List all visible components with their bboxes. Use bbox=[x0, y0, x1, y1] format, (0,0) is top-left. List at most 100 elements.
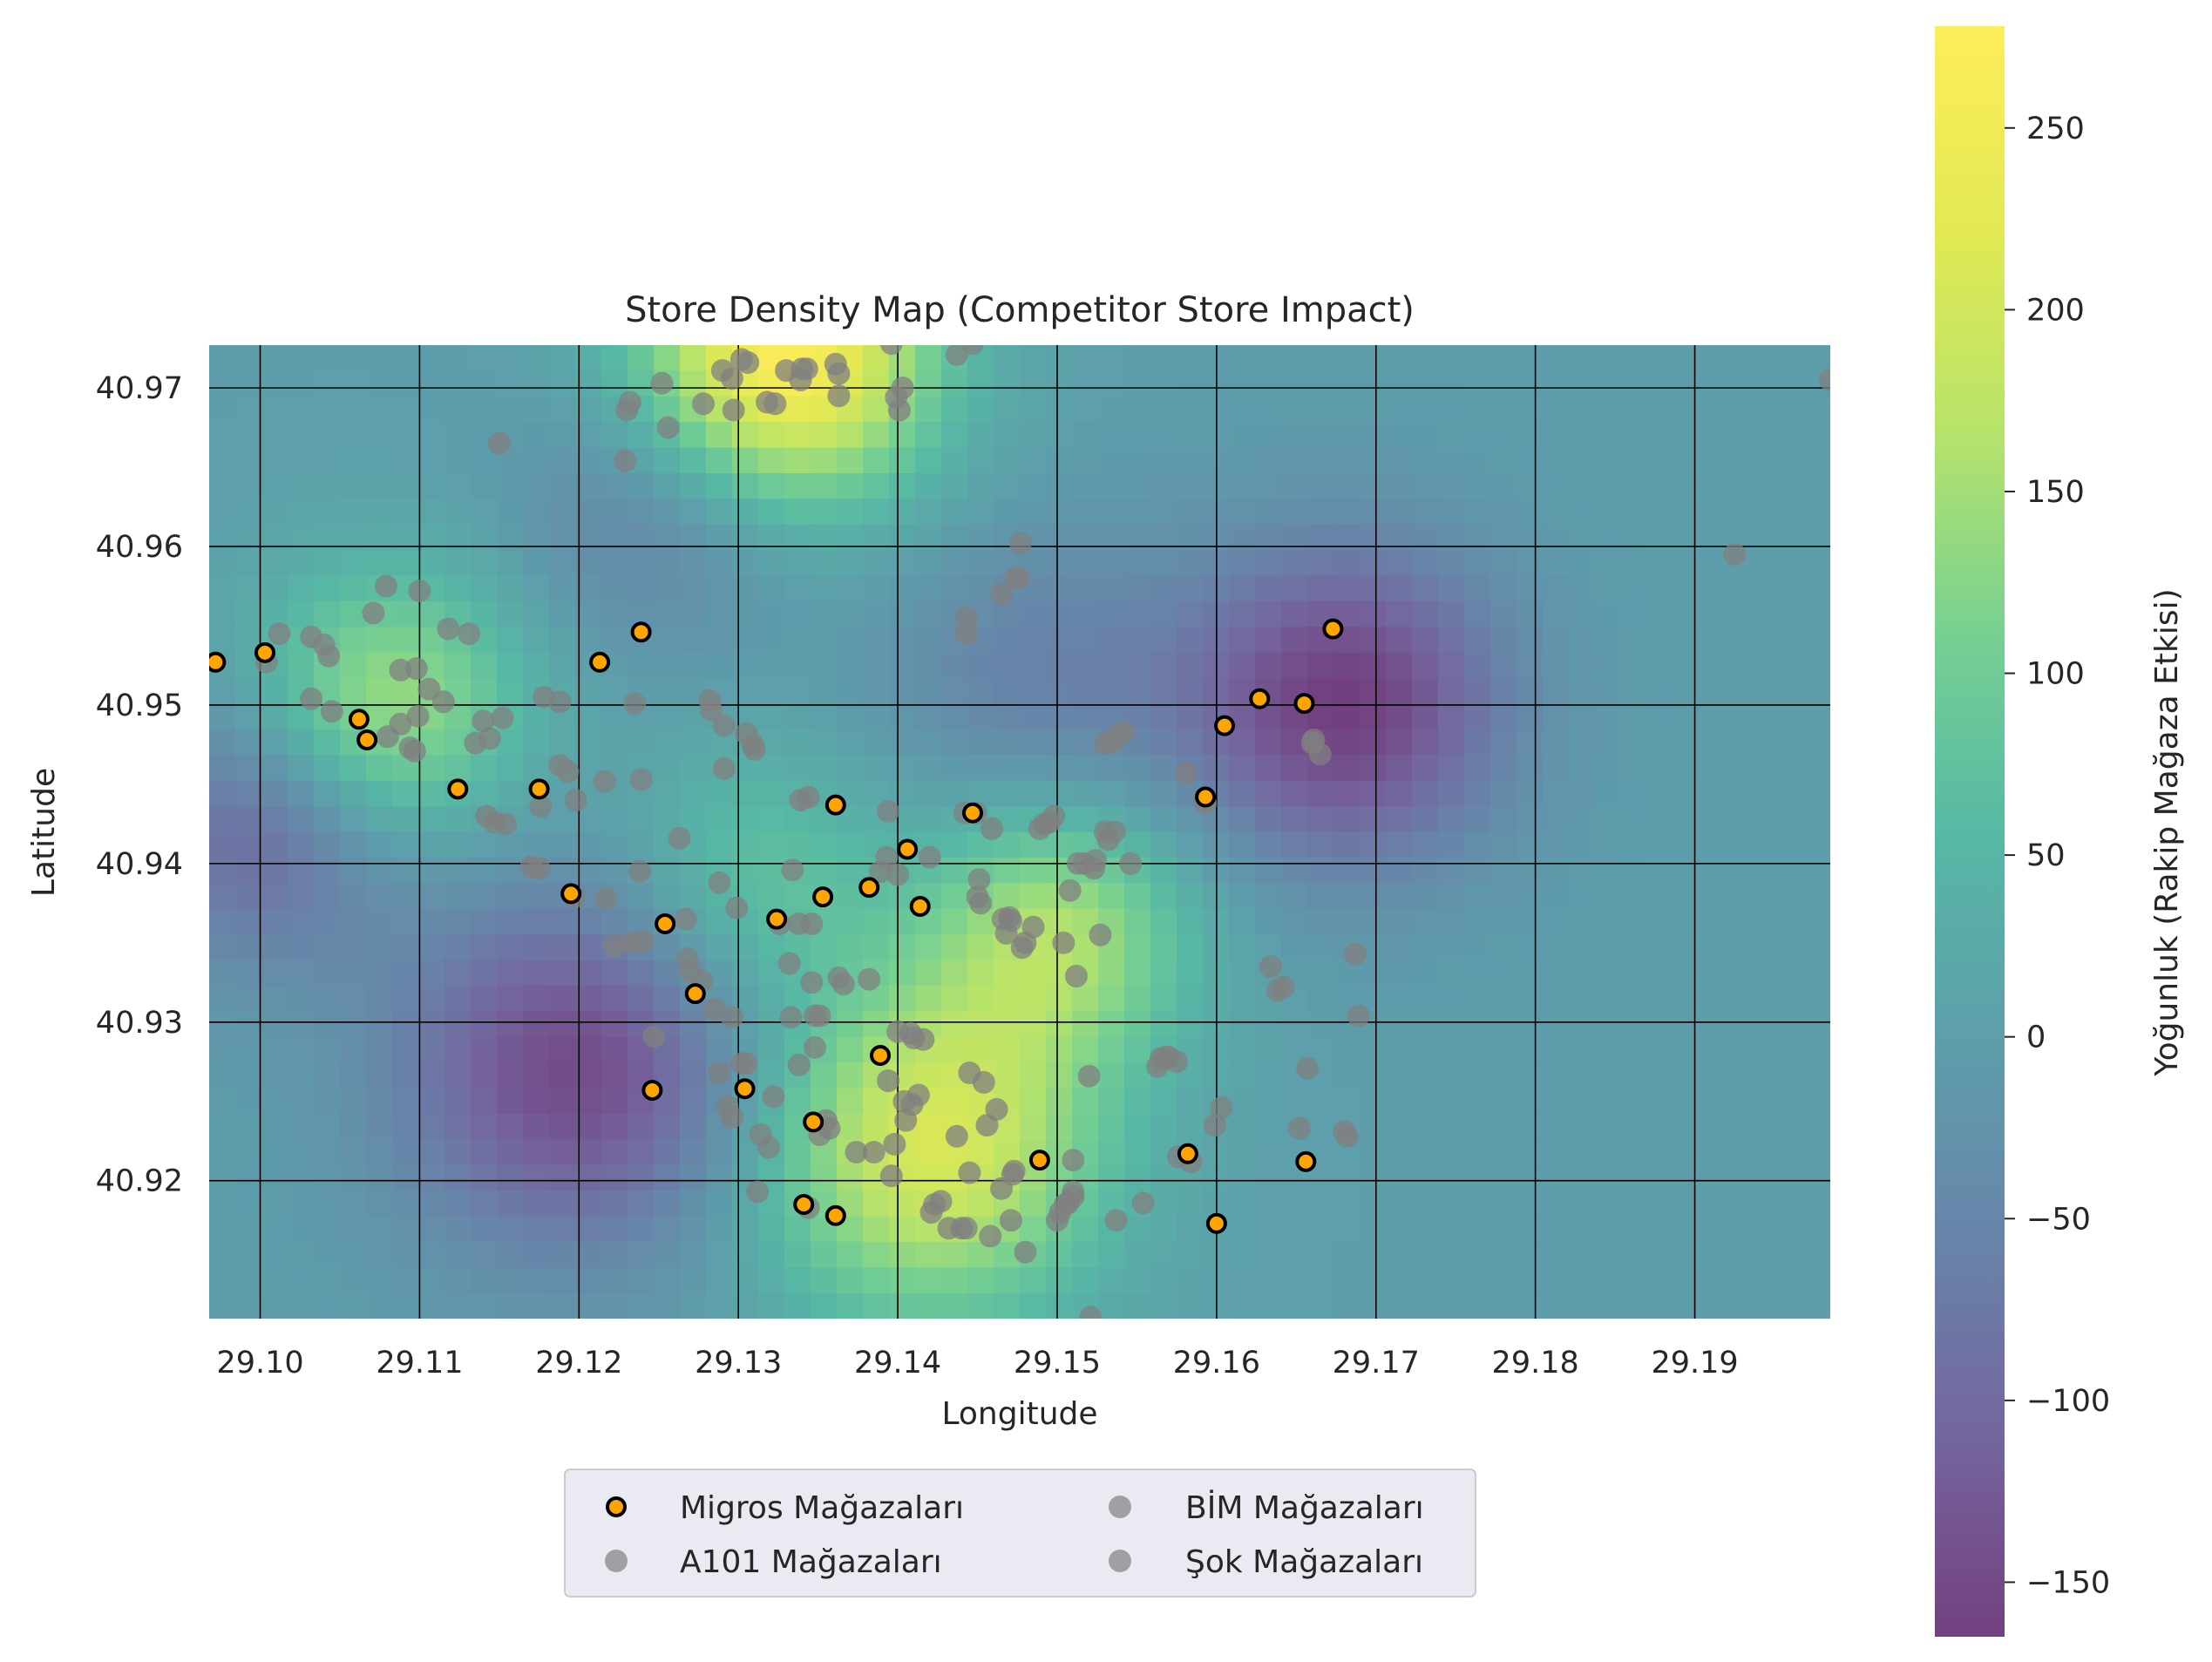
heatmap-cell bbox=[1464, 985, 1491, 1013]
heatmap-cell bbox=[601, 472, 628, 500]
heatmap-cell bbox=[784, 883, 811, 910]
heatmap-cell bbox=[1020, 1267, 1047, 1294]
heatmap-cell bbox=[680, 499, 707, 526]
heatmap-cell bbox=[889, 600, 916, 628]
heatmap-cell bbox=[1072, 422, 1099, 449]
heatmap-cell bbox=[1647, 780, 1674, 807]
heatmap-cell bbox=[1804, 1062, 1830, 1089]
heatmap-cell bbox=[549, 550, 576, 577]
heatmap-cell bbox=[1621, 806, 1648, 833]
heatmap-cell bbox=[811, 472, 838, 500]
heatmap-cell bbox=[1124, 1113, 1151, 1141]
heatmap-cell bbox=[392, 883, 419, 910]
heatmap-cell bbox=[1438, 1139, 1465, 1166]
heatmap-cell bbox=[1569, 396, 1596, 423]
heatmap-cell bbox=[1621, 396, 1648, 423]
heatmap-cell bbox=[523, 499, 550, 526]
heatmap-cell bbox=[941, 908, 968, 935]
heatmap-cell bbox=[575, 550, 602, 577]
heatmap-cell bbox=[1046, 1292, 1073, 1319]
heatmap-cell bbox=[758, 447, 785, 474]
heatmap-cell bbox=[1569, 1113, 1596, 1141]
heatmap-cell bbox=[1386, 345, 1413, 372]
heatmap-cell bbox=[471, 678, 498, 705]
heatmap-cell bbox=[1752, 780, 1779, 807]
heatmap-cell bbox=[1124, 1164, 1151, 1191]
heatmap-cell bbox=[523, 883, 550, 910]
heatmap-cell bbox=[1517, 1216, 1544, 1243]
migros-store-point bbox=[824, 794, 846, 816]
heatmap-cell bbox=[418, 370, 445, 397]
heatmap-cell bbox=[628, 806, 655, 833]
competitor-store-point bbox=[827, 362, 851, 385]
heatmap-cell bbox=[392, 370, 419, 397]
heatmap-cell bbox=[784, 472, 811, 500]
heatmap-cell bbox=[314, 499, 341, 526]
heatmap-cell bbox=[732, 1292, 759, 1319]
heatmap-cell bbox=[1700, 370, 1727, 397]
heatmap-cell bbox=[523, 472, 550, 500]
heatmap-cell bbox=[471, 396, 498, 423]
heatmap-cell bbox=[418, 1139, 445, 1166]
heatmap-cell bbox=[1255, 370, 1282, 397]
heatmap-cell bbox=[1752, 1216, 1779, 1243]
heatmap-cell bbox=[1752, 396, 1779, 423]
heatmap-cell bbox=[209, 422, 236, 449]
heatmap-cell bbox=[1464, 370, 1491, 397]
heatmap-cell bbox=[941, 831, 968, 858]
heatmap-cell bbox=[1046, 447, 1073, 474]
heatmap-cell bbox=[1177, 422, 1204, 449]
heatmap-cell bbox=[680, 883, 707, 910]
y-axis-label: Latitude bbox=[26, 768, 62, 897]
heatmap-cell bbox=[837, 1088, 864, 1115]
competitor-store-point bbox=[1347, 1004, 1370, 1028]
heatmap-cell bbox=[1229, 550, 1256, 577]
heatmap-cell bbox=[1177, 985, 1204, 1013]
heatmap-cell bbox=[784, 831, 811, 858]
heatmap-cell bbox=[1543, 472, 1570, 500]
heatmap-cell bbox=[863, 1241, 890, 1269]
colorbar-tick-label: −100 bbox=[2026, 1384, 2110, 1419]
heatmap-cell bbox=[340, 857, 367, 885]
heatmap-cell bbox=[471, 1036, 498, 1063]
heatmap-cell bbox=[235, 422, 262, 449]
heatmap-cell bbox=[1543, 908, 1570, 935]
heatmap-cell bbox=[1621, 1292, 1648, 1319]
heatmap-cell bbox=[1229, 908, 1256, 935]
heatmap-cell bbox=[863, 1267, 890, 1294]
heatmap-cell bbox=[209, 908, 236, 935]
heatmap-cell bbox=[1621, 703, 1648, 730]
heatmap-cell bbox=[1490, 703, 1517, 730]
heatmap-cell bbox=[1464, 627, 1491, 654]
heatmap-cell bbox=[235, 908, 262, 935]
heatmap-cell bbox=[314, 575, 341, 602]
heatmap-cell bbox=[471, 985, 498, 1013]
heatmap-cell bbox=[575, 1191, 602, 1218]
heatmap-cell bbox=[1386, 883, 1413, 910]
heatmap-cell bbox=[1804, 422, 1830, 449]
heatmap-cell bbox=[1543, 755, 1570, 782]
heatmap-cell bbox=[1333, 1164, 1360, 1191]
heatmap-cell bbox=[471, 1191, 498, 1218]
heatmap-cell bbox=[1046, 472, 1073, 500]
heatmap-cell bbox=[575, 857, 602, 885]
heatmap-cell bbox=[654, 1139, 681, 1166]
heatmap-cell bbox=[444, 422, 472, 449]
heatmap-cell bbox=[1229, 575, 1256, 602]
colorbar-gradient bbox=[1935, 26, 2005, 1637]
heatmap-cell bbox=[1177, 652, 1204, 679]
heatmap-cell bbox=[915, 703, 942, 730]
heatmap-cell bbox=[1360, 1292, 1387, 1319]
heatmap-cell bbox=[863, 1088, 890, 1115]
heatmap-cell bbox=[1647, 1113, 1674, 1141]
competitor-store-point bbox=[1112, 720, 1136, 743]
heatmap-cell bbox=[628, 883, 655, 910]
heatmap-cell bbox=[261, 1164, 288, 1191]
heatmap-cell bbox=[889, 627, 916, 654]
heatmap-cell bbox=[392, 1036, 419, 1063]
heatmap-cell bbox=[1020, 627, 1047, 654]
heatmap-cell bbox=[1072, 755, 1099, 782]
heatmap-cell bbox=[523, 1113, 550, 1141]
heatmap-cell bbox=[1517, 985, 1544, 1013]
heatmap-cell bbox=[549, 1267, 576, 1294]
